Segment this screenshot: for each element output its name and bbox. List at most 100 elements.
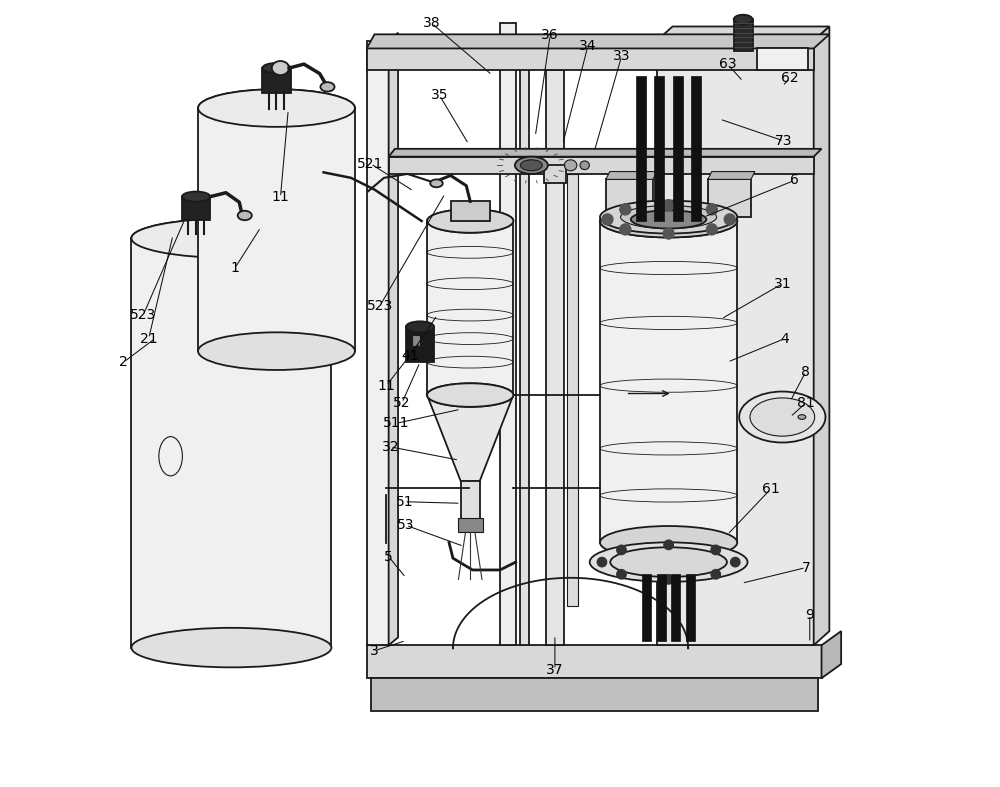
Ellipse shape xyxy=(621,205,717,228)
Circle shape xyxy=(706,224,717,235)
Polygon shape xyxy=(389,149,822,157)
Text: 521: 521 xyxy=(357,157,384,171)
Ellipse shape xyxy=(631,210,706,228)
Text: 523: 523 xyxy=(367,299,393,312)
Ellipse shape xyxy=(564,160,577,171)
Ellipse shape xyxy=(131,219,331,258)
Circle shape xyxy=(724,214,735,225)
Text: 2: 2 xyxy=(119,355,128,369)
Bar xyxy=(686,574,695,641)
Text: 53: 53 xyxy=(397,519,415,532)
Ellipse shape xyxy=(320,82,335,91)
Ellipse shape xyxy=(262,63,291,73)
Polygon shape xyxy=(606,172,657,179)
Text: 5: 5 xyxy=(384,549,393,563)
Text: 34: 34 xyxy=(579,39,597,53)
Text: 3: 3 xyxy=(370,644,379,658)
Circle shape xyxy=(617,545,626,555)
Bar xyxy=(654,76,664,221)
Ellipse shape xyxy=(734,15,753,24)
Bar xyxy=(406,327,434,362)
Polygon shape xyxy=(657,27,829,41)
Bar xyxy=(708,179,751,217)
Polygon shape xyxy=(367,35,829,49)
Bar xyxy=(367,41,389,645)
Bar xyxy=(673,76,683,221)
Ellipse shape xyxy=(159,437,182,476)
Text: 523: 523 xyxy=(130,308,156,322)
Circle shape xyxy=(620,204,631,215)
Text: 35: 35 xyxy=(431,88,448,102)
Ellipse shape xyxy=(198,332,355,370)
Circle shape xyxy=(597,557,607,567)
Text: 6: 6 xyxy=(790,173,799,187)
Ellipse shape xyxy=(406,321,434,332)
Bar xyxy=(520,40,529,645)
Text: 38: 38 xyxy=(423,17,441,31)
Text: 11: 11 xyxy=(272,190,289,205)
Ellipse shape xyxy=(131,628,331,667)
Text: 73: 73 xyxy=(775,134,793,148)
Ellipse shape xyxy=(798,415,806,419)
Text: 31: 31 xyxy=(774,277,791,290)
Bar xyxy=(500,24,516,645)
Ellipse shape xyxy=(427,209,513,233)
Ellipse shape xyxy=(131,219,331,258)
Circle shape xyxy=(663,228,674,239)
Bar xyxy=(131,238,331,648)
Bar xyxy=(371,678,818,711)
Text: 51: 51 xyxy=(396,495,413,508)
Bar xyxy=(671,574,680,641)
Bar xyxy=(734,20,753,51)
Polygon shape xyxy=(822,631,841,678)
Bar xyxy=(461,482,480,528)
Ellipse shape xyxy=(238,211,252,220)
Text: 37: 37 xyxy=(546,663,564,677)
Text: 11: 11 xyxy=(377,379,395,393)
Text: 32: 32 xyxy=(381,440,399,454)
Text: 21: 21 xyxy=(140,331,157,345)
Bar xyxy=(367,645,822,678)
Text: 52: 52 xyxy=(393,396,411,410)
Ellipse shape xyxy=(600,201,737,234)
Circle shape xyxy=(664,540,673,549)
Ellipse shape xyxy=(520,160,542,171)
Bar xyxy=(636,76,646,221)
Circle shape xyxy=(731,557,740,567)
Bar xyxy=(458,518,483,532)
Circle shape xyxy=(620,224,631,235)
Ellipse shape xyxy=(739,392,825,442)
Circle shape xyxy=(711,570,720,579)
Polygon shape xyxy=(708,172,755,179)
Ellipse shape xyxy=(600,526,737,559)
Circle shape xyxy=(617,570,626,579)
Ellipse shape xyxy=(600,205,737,238)
Bar xyxy=(262,68,291,93)
Bar xyxy=(389,157,814,174)
Ellipse shape xyxy=(198,89,355,127)
Ellipse shape xyxy=(600,205,737,238)
Circle shape xyxy=(664,575,673,584)
Ellipse shape xyxy=(430,179,443,187)
Circle shape xyxy=(711,545,720,555)
Ellipse shape xyxy=(610,547,727,577)
Bar xyxy=(451,201,490,221)
Text: 33: 33 xyxy=(613,50,630,63)
Ellipse shape xyxy=(750,398,815,436)
Circle shape xyxy=(706,204,717,215)
Polygon shape xyxy=(814,27,829,645)
Bar xyxy=(642,574,651,641)
Bar xyxy=(657,41,814,645)
Bar xyxy=(600,221,737,542)
Bar xyxy=(412,334,420,346)
Ellipse shape xyxy=(427,383,513,407)
Bar xyxy=(546,70,564,645)
Text: 81: 81 xyxy=(797,396,815,410)
Bar xyxy=(182,197,210,220)
Text: 511: 511 xyxy=(383,416,410,430)
Text: 4: 4 xyxy=(780,331,789,345)
Bar xyxy=(657,574,666,641)
Ellipse shape xyxy=(580,161,589,170)
Text: 9: 9 xyxy=(805,608,814,622)
Text: 41: 41 xyxy=(401,349,419,363)
